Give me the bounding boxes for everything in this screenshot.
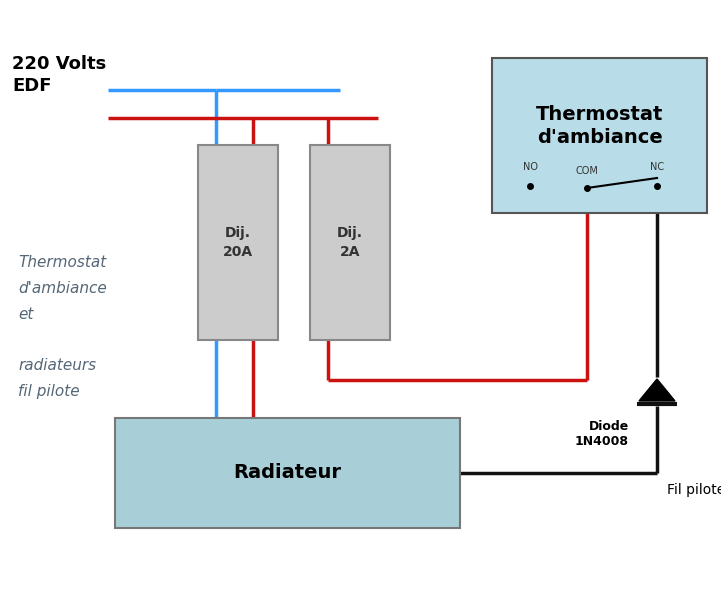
- Text: Dij.
2A: Dij. 2A: [337, 226, 363, 259]
- Text: Thermostat
d'ambiance
et

radiateurs
fil pilote: Thermostat d'ambiance et radiateurs fil …: [18, 255, 107, 399]
- Text: Diode
1N4008: Diode 1N4008: [575, 420, 629, 448]
- Bar: [310, 145, 390, 340]
- Text: NO: NO: [523, 162, 537, 172]
- Text: NC: NC: [650, 162, 664, 172]
- Text: Radiateur: Radiateur: [234, 463, 342, 482]
- Bar: [115, 418, 460, 528]
- Polygon shape: [639, 379, 675, 401]
- Text: COM: COM: [575, 166, 598, 176]
- Text: Thermostat
d'ambiance: Thermostat d'ambiance: [536, 105, 663, 147]
- Text: 220 Volts
EDF: 220 Volts EDF: [12, 55, 106, 95]
- Bar: [492, 58, 707, 213]
- Text: Fil pilote: Fil pilote: [667, 483, 721, 497]
- Bar: [198, 145, 278, 340]
- Text: Dij.
20A: Dij. 20A: [223, 226, 253, 259]
